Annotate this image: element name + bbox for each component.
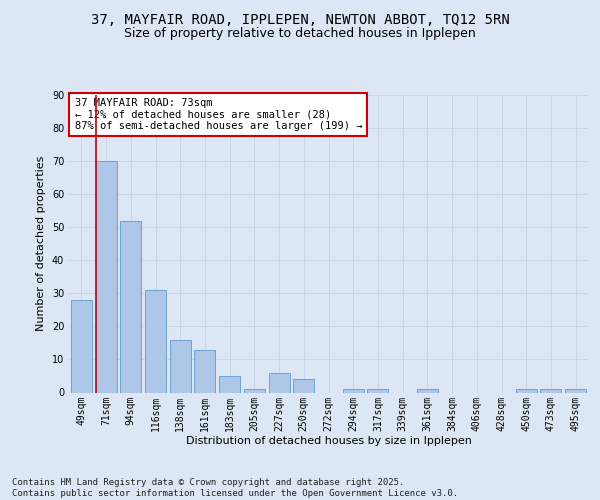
Bar <box>95 161 116 392</box>
Bar <box>244 389 265 392</box>
Bar <box>145 290 166 392</box>
Text: Size of property relative to detached houses in Ipplepen: Size of property relative to detached ho… <box>124 28 476 40</box>
Bar <box>269 372 290 392</box>
Bar <box>219 376 240 392</box>
Bar <box>71 300 92 392</box>
Bar <box>541 389 562 392</box>
Bar <box>194 350 215 393</box>
Text: Contains HM Land Registry data © Crown copyright and database right 2025.
Contai: Contains HM Land Registry data © Crown c… <box>12 478 458 498</box>
Bar <box>170 340 191 392</box>
Bar <box>367 389 388 392</box>
Bar <box>417 389 438 392</box>
Bar <box>120 220 141 392</box>
X-axis label: Distribution of detached houses by size in Ipplepen: Distribution of detached houses by size … <box>185 436 472 446</box>
Bar <box>343 389 364 392</box>
Bar <box>565 389 586 392</box>
Text: 37 MAYFAIR ROAD: 73sqm
← 12% of detached houses are smaller (28)
87% of semi-det: 37 MAYFAIR ROAD: 73sqm ← 12% of detached… <box>74 98 362 131</box>
Text: 37, MAYFAIR ROAD, IPPLEPEN, NEWTON ABBOT, TQ12 5RN: 37, MAYFAIR ROAD, IPPLEPEN, NEWTON ABBOT… <box>91 12 509 26</box>
Bar <box>293 380 314 392</box>
Y-axis label: Number of detached properties: Number of detached properties <box>36 156 46 332</box>
Bar <box>516 389 537 392</box>
